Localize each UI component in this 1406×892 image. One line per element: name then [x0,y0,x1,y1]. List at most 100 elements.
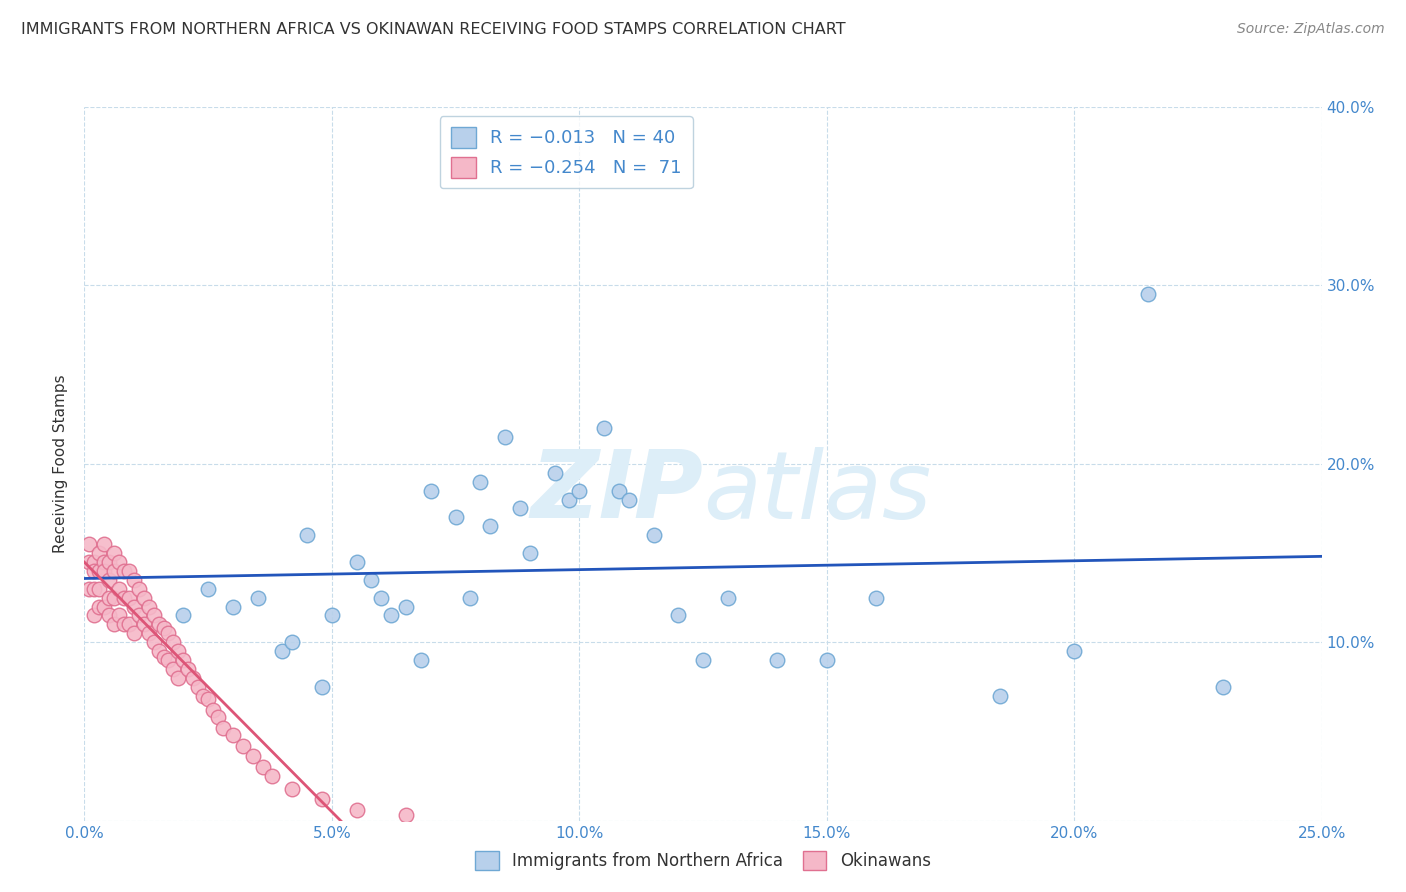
Point [360,573,382,587]
Legend: Immigrants from Northern Africa, Okinawans: Immigrants from Northern Africa, Okinawa… [468,844,938,877]
Point [108,608,131,623]
Point [128,608,150,623]
Point [79,582,101,596]
Point [202,703,225,717]
Point [83,608,105,623]
Point [148,617,170,632]
Point [321,608,343,623]
Point [177,662,200,676]
Point [311,792,333,806]
Point [89,564,111,578]
Text: atlas: atlas [703,447,931,538]
Point [262,769,284,783]
Point [395,808,418,822]
Point [509,501,531,516]
Point [479,519,502,533]
Point [988,689,1011,703]
Point [419,483,441,498]
Point [89,582,111,596]
Point [242,749,264,764]
Point [1137,287,1160,301]
Point [152,649,174,664]
Point [232,739,254,753]
Point [181,671,204,685]
Point [172,653,194,667]
Text: Source: ZipAtlas.com: Source: ZipAtlas.com [1237,22,1385,37]
Point [103,546,125,560]
Point [246,591,269,605]
Point [207,710,229,724]
Point [197,692,219,706]
Point [370,591,392,605]
Point [89,546,111,560]
Point [112,591,135,605]
Point [1063,644,1085,658]
Point [543,466,565,480]
Point [112,617,135,632]
Point [346,803,368,817]
Point [593,421,616,435]
Point [444,510,467,524]
Point [142,635,165,649]
Point [128,582,150,596]
Point [103,591,125,605]
Point [98,608,121,623]
Point [112,564,135,578]
Point [519,546,541,560]
Point [172,608,194,623]
Point [815,653,838,667]
Point [98,573,121,587]
Point [93,537,115,551]
Point [252,760,274,774]
Point [395,599,418,614]
Point [132,617,155,632]
Point [148,644,170,658]
Point [138,599,160,614]
Point [167,671,190,685]
Point [122,626,145,640]
Point [138,626,160,640]
Text: IMMIGRANTS FROM NORTHERN AFRICA VS OKINAWAN RECEIVING FOOD STAMPS CORRELATION CH: IMMIGRANTS FROM NORTHERN AFRICA VS OKINA… [21,22,846,37]
Point [108,582,131,596]
Point [167,644,190,658]
Point [157,653,180,667]
Text: ZIP: ZIP [530,446,703,539]
Point [157,626,180,640]
Point [122,573,145,587]
Point [643,528,665,542]
Point [118,564,141,578]
Point [409,653,432,667]
Point [93,564,115,578]
Point [212,721,235,735]
Point [607,483,630,498]
Point [295,528,318,542]
Point [191,689,214,703]
Point [89,599,111,614]
Point [1212,680,1234,694]
Point [98,555,121,569]
Point [460,591,482,605]
Point [122,599,145,614]
Point [93,599,115,614]
Point [103,617,125,632]
Point [271,644,294,658]
Point [142,608,165,623]
Point [558,492,581,507]
Point [692,653,714,667]
Point [197,582,219,596]
Point [380,608,402,623]
Point [79,555,101,569]
Point [83,582,105,596]
Point [865,591,887,605]
Point [162,635,184,649]
Point [470,475,492,489]
Point [93,555,115,569]
Point [103,564,125,578]
Point [666,608,689,623]
Point [187,680,209,694]
Point [83,564,105,578]
Y-axis label: Receiving Food Stamps: Receiving Food Stamps [53,375,69,553]
Point [152,621,174,635]
Point [568,483,591,498]
Point [766,653,789,667]
